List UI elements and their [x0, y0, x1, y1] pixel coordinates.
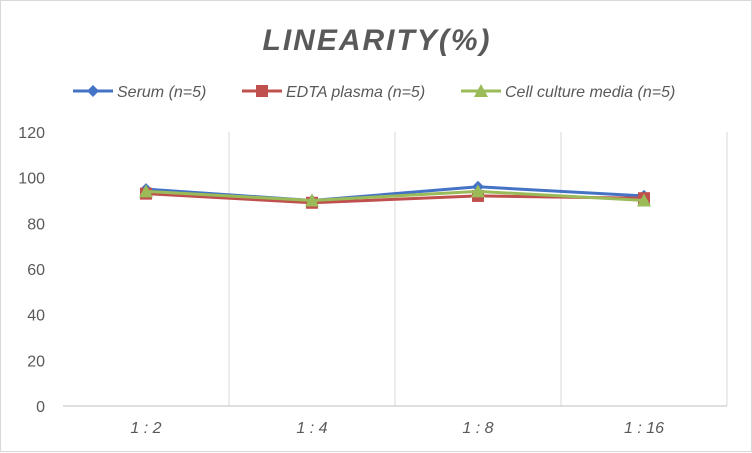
x-tick-label: 1 : 16 — [624, 420, 664, 437]
x-tick-label: 1 : 2 — [130, 420, 161, 437]
grid — [228, 132, 728, 406]
x-tick-label: 1 : 4 — [296, 420, 327, 437]
series-group — [139, 180, 651, 209]
y-tick-label: 80 — [27, 216, 45, 233]
x-tick-label: 1 : 8 — [462, 420, 493, 437]
data-point — [474, 84, 488, 97]
series-2 — [139, 184, 651, 207]
data-point — [139, 184, 153, 198]
y-tick-label: 0 — [36, 399, 45, 416]
series-line — [145, 189, 645, 203]
data-point — [305, 193, 319, 207]
data-point — [87, 85, 99, 97]
y-tick-label: 20 — [27, 353, 45, 370]
y-tick-label: 40 — [27, 308, 45, 325]
chart-title: LINEARITY(%) — [263, 24, 492, 57]
axes: 0 20 40 60 80 100 120 1 : 2 1 : 4 1 : 8 1 : 16 — [18, 125, 727, 437]
data-point — [256, 85, 268, 97]
y-tick-label: 120 — [18, 125, 45, 142]
legend: Serum (n=5) EDTA plasma (n=5) Cell culture… — [73, 84, 675, 101]
y-tick-label: 60 — [27, 262, 45, 279]
data-point — [471, 184, 485, 198]
legend-label: Serum (n=5) — [117, 84, 206, 101]
legend-label: EDTA plasma (n=5) — [286, 84, 425, 101]
legend-label: Cell culture media (n=5) — [505, 84, 675, 101]
data-point — [637, 193, 651, 207]
y-tick-label: 100 — [18, 171, 45, 188]
